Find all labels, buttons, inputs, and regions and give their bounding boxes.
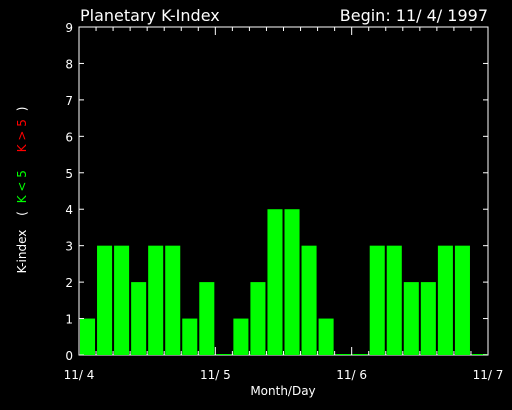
y-axis-label-open: ( <box>15 211 29 216</box>
begin-date-label: Begin: 11/ 4/ 1997 <box>340 6 488 25</box>
bar <box>284 209 300 355</box>
y-axis-label-low: K < 5 <box>15 170 29 203</box>
y-axis-label-prefix: K-index <box>15 230 29 274</box>
y-tick-label: 9 <box>65 21 73 35</box>
y-tick-label: 5 <box>65 167 73 181</box>
x-axis: 11/ 4 11/ 5 11/ 6 11/ 7 <box>64 27 504 382</box>
y-tick-label: 8 <box>65 57 73 71</box>
y-tick-label: 7 <box>65 94 73 108</box>
bar <box>420 282 436 355</box>
bars-group <box>80 209 487 355</box>
bar <box>437 245 453 355</box>
bar <box>97 245 113 355</box>
x-tick-label: 11/ 5 <box>200 368 231 382</box>
bar <box>80 318 96 355</box>
bar <box>131 282 147 355</box>
y-axis-label-high: K > 5 <box>15 119 29 152</box>
chart-title: Planetary K-Index <box>80 6 220 25</box>
bar <box>165 245 181 355</box>
y-tick-label: 2 <box>65 276 73 290</box>
bar <box>267 209 283 355</box>
y-axis: 0 1 2 3 4 5 6 7 8 9 <box>65 21 488 363</box>
bar <box>369 245 385 355</box>
y-tick-label: 3 <box>65 240 73 254</box>
bar <box>386 245 402 355</box>
x-tick-label: 11/ 4 <box>64 368 95 382</box>
bar <box>454 245 470 355</box>
bar <box>301 245 317 355</box>
bar <box>250 282 266 355</box>
y-tick-label: 0 <box>65 349 73 363</box>
bar <box>182 318 198 355</box>
bar <box>403 282 419 355</box>
bar <box>199 282 215 355</box>
x-tick-label: 11/ 6 <box>336 368 367 382</box>
y-tick-label: 6 <box>65 130 73 144</box>
x-tick-label: 11/ 7 <box>473 368 504 382</box>
y-tick-label: 1 <box>65 313 73 327</box>
bar <box>233 318 249 355</box>
y-axis-label: K-index ( K < 5 K > 5 ) <box>15 107 29 274</box>
bar <box>114 245 130 355</box>
bar <box>148 245 164 355</box>
y-tick-label: 4 <box>65 203 73 217</box>
bar <box>318 318 334 355</box>
x-axis-label: Month/Day <box>250 384 315 398</box>
y-axis-label-close: ) <box>15 107 29 112</box>
